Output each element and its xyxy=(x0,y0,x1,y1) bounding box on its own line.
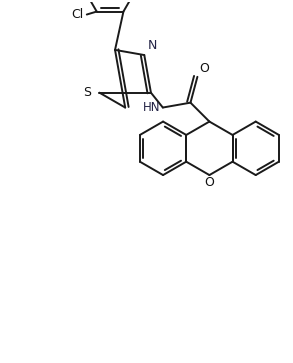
Text: Cl: Cl xyxy=(71,8,84,21)
Text: N: N xyxy=(147,39,157,52)
Text: O: O xyxy=(200,62,209,75)
Text: S: S xyxy=(84,86,91,99)
Text: HN: HN xyxy=(143,101,161,114)
Text: O: O xyxy=(205,176,214,189)
